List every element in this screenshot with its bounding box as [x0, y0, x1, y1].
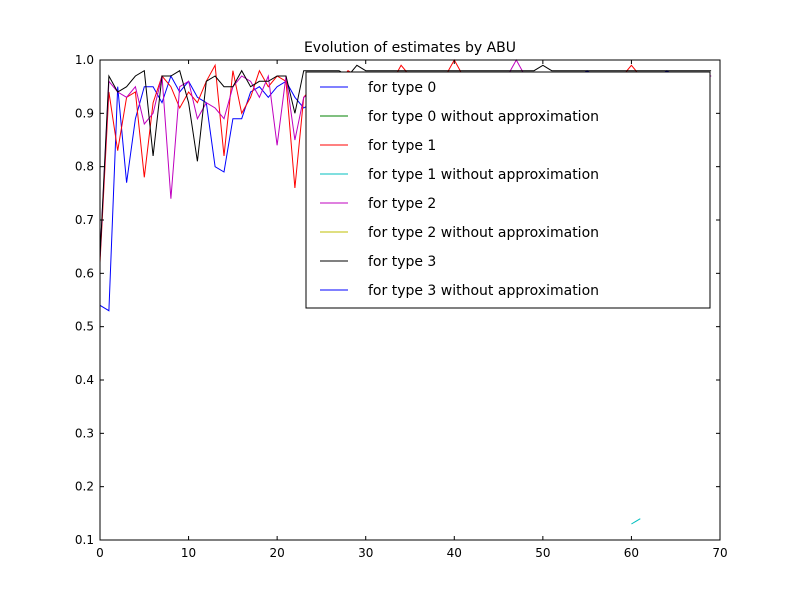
legend: for type 0 for type 0 without approximati…	[305, 71, 711, 309]
legend-label-0: for type 0	[368, 80, 436, 96]
y-tick-label: 0.8	[75, 160, 94, 174]
y-tick-label: 0.4	[75, 373, 94, 387]
legend-label-7: for type 3 without approximation	[368, 283, 599, 299]
y-tick-label: 0.6	[75, 266, 94, 280]
x-tick-label: 0	[96, 546, 104, 560]
x-tick-label: 30	[358, 546, 373, 560]
y-tick-label: 1.0	[75, 53, 94, 67]
y-tick-label: 0.1	[75, 533, 94, 547]
series-line-3	[631, 518, 641, 525]
x-tick-label: 50	[535, 546, 550, 560]
legend-box	[305, 71, 711, 309]
y-axis: 0.1 0.2 0.3 0.4 0.5 0.6 0.7 0.8 0.9 1.0	[75, 53, 720, 547]
legend-label-5: for type 2 without approximation	[368, 225, 599, 241]
x-axis: 0 10 20 30 40 50 60 70	[96, 60, 728, 560]
y-tick-label: 0.9	[75, 106, 94, 120]
x-tick-label: 70	[712, 546, 727, 560]
x-tick-label: 10	[181, 546, 196, 560]
legend-label-1: for type 0 without approximation	[368, 109, 599, 125]
legend-label-3: for type 1 without approximation	[368, 167, 599, 183]
legend-label-2: for type 1	[368, 138, 436, 154]
y-tick-label: 0.3	[75, 426, 94, 440]
series-line-6	[99, 64, 712, 258]
y-tick-label: 0.5	[75, 320, 94, 334]
x-tick-label: 20	[270, 546, 285, 560]
plot-frame	[99, 59, 721, 541]
y-tick-label: 0.2	[75, 480, 94, 494]
legend-label-6: for type 3	[368, 254, 436, 270]
chart-title: Evolution of estimates by ABU	[304, 40, 516, 56]
y-tick-label: 0.7	[75, 213, 94, 227]
x-tick-label: 60	[624, 546, 639, 560]
legend-label-4: for type 2	[368, 196, 436, 212]
x-tick-label: 40	[447, 546, 462, 560]
